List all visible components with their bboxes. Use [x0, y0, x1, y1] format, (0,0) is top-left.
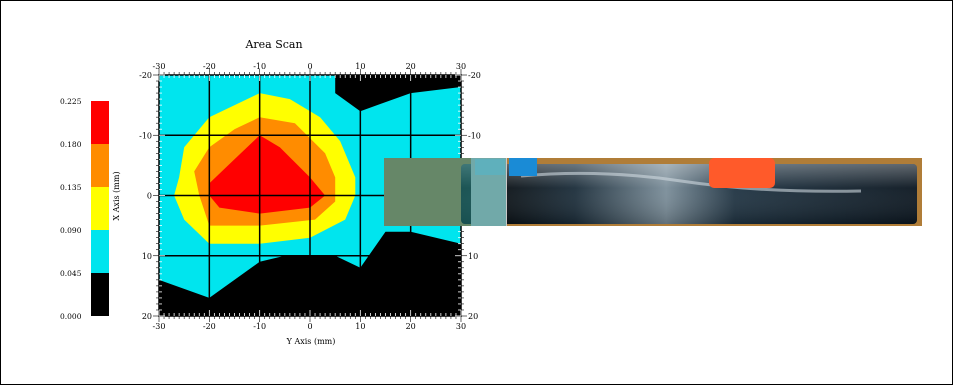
- colorbar-label: 0.090: [60, 226, 82, 235]
- y-tick-label-left: -10: [139, 131, 152, 140]
- x-tick-label-top: -10: [253, 62, 266, 71]
- y-tick-label-right: 20: [468, 312, 478, 321]
- probe-red-band: [709, 158, 775, 188]
- y-tick-label-left: 0: [147, 192, 152, 201]
- minor-ticks: [153, 69, 467, 322]
- x-tick-label-bottom: -10: [253, 322, 266, 331]
- probe-blue-band: [509, 158, 537, 176]
- x-tick-label-top: 30: [456, 62, 466, 71]
- x-tick-label-top: 10: [355, 62, 365, 71]
- y-tick-label-left: 20: [142, 312, 152, 321]
- x-tick-label-bottom: 20: [406, 322, 416, 331]
- y-tick-label-left: 10: [142, 252, 152, 261]
- colorbar-band: [91, 273, 109, 316]
- colorbar-band: [91, 144, 109, 187]
- y-tick-label-left: -20: [139, 71, 152, 80]
- x-tick-label-top: -20: [203, 62, 216, 71]
- x-tick-label-bottom: -30: [153, 322, 166, 331]
- region-band-black-top: [335, 75, 461, 112]
- scan-area-highlight: [384, 158, 506, 226]
- colorbar-label: 0.045: [60, 269, 82, 278]
- colorbar-label: 0.000: [60, 312, 82, 321]
- x-axis-label: Y Axis (mm): [286, 337, 336, 346]
- colorbar-labels: 0.225 0.180 0.135 0.090 0.045 0.000: [60, 97, 82, 321]
- probe-photo: [384, 158, 922, 226]
- colorbar-label: 0.180: [60, 140, 82, 149]
- x-tick-label-bottom: 10: [355, 322, 365, 331]
- colorbar-band: [91, 187, 109, 230]
- y-tick-label-right: -20: [468, 71, 481, 80]
- x-tick-label-bottom: 0: [307, 322, 312, 331]
- colorbar-band: [91, 101, 109, 144]
- x-tick-label-top: 20: [406, 62, 416, 71]
- x-tick-label-top: -30: [153, 62, 166, 71]
- x-tick-label-top: 0: [307, 62, 312, 71]
- grid-lines: [159, 75, 461, 316]
- x-tick-label-bottom: -20: [203, 322, 216, 331]
- y-tick-label-right: 10: [468, 252, 478, 261]
- colorbar-band: [91, 230, 109, 273]
- colorbar-label: 0.225: [60, 97, 82, 106]
- x-tick-label-bottom: 30: [456, 322, 466, 331]
- colorbar-label: 0.135: [60, 183, 82, 192]
- y-tick-label-right: -10: [468, 131, 481, 140]
- probe-reflection: [520, 171, 862, 193]
- chart-title: Area Scan: [244, 38, 302, 51]
- region-band-red: [209, 135, 326, 214]
- probe-shine: [461, 164, 917, 224]
- y-axis-label: X Axis (mm): [112, 171, 121, 220]
- colorbar: [91, 101, 109, 316]
